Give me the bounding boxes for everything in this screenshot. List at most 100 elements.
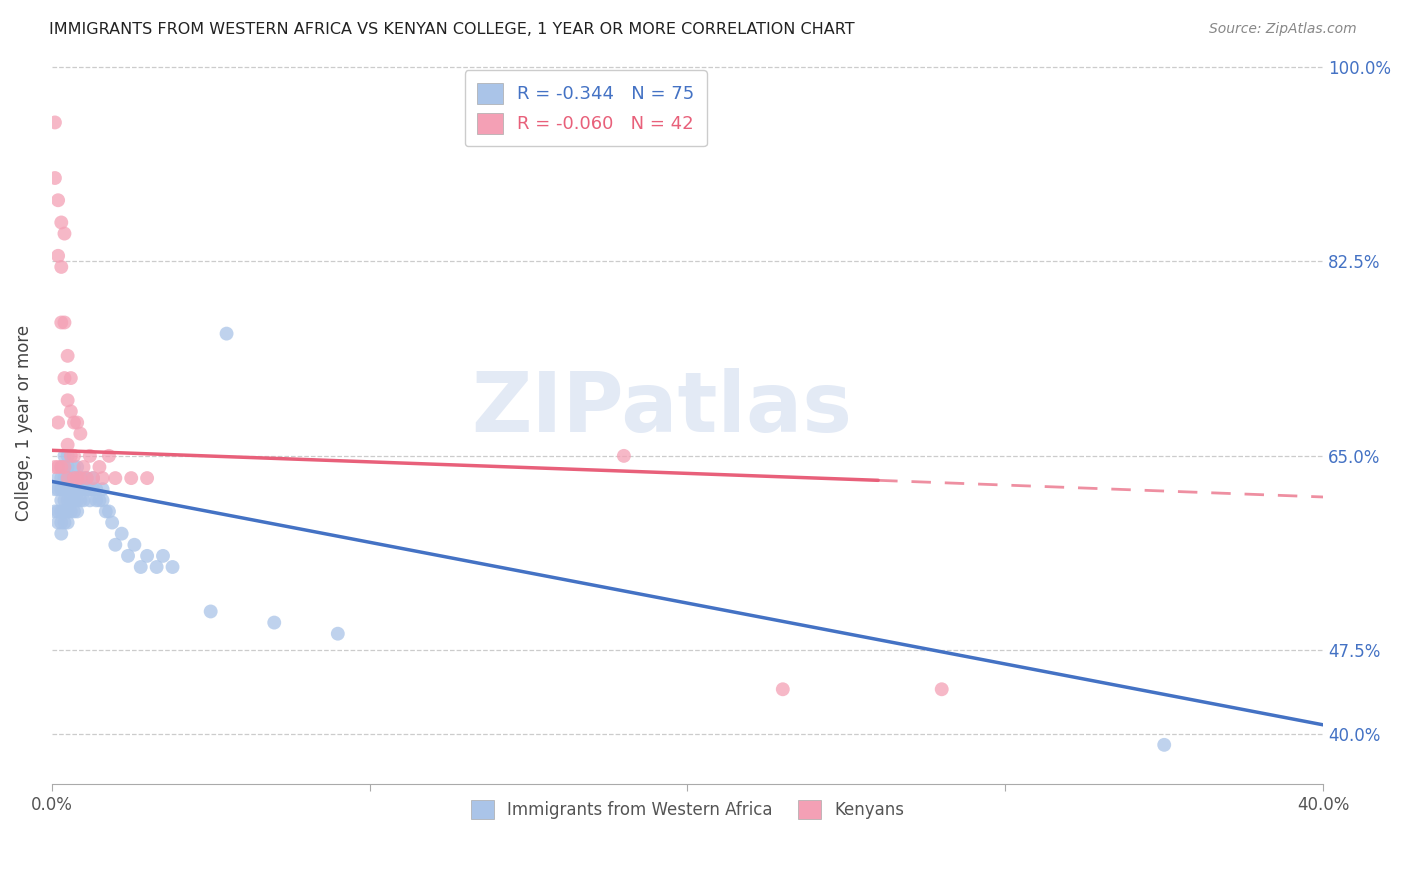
Point [53, 460, 76, 475]
Point [82, 471, 104, 485]
Point [51, 526, 73, 541]
Point [51, 504, 73, 518]
Point [69, 471, 91, 485]
Point [46, 249, 69, 263]
Point [82, 471, 104, 485]
Point [53, 316, 76, 330]
Point [66, 471, 89, 485]
Point [94, 504, 117, 518]
Point [111, 526, 134, 541]
Point [124, 538, 146, 552]
Point [59, 371, 82, 385]
Point [69, 426, 91, 441]
Point [772, 682, 794, 697]
Point [104, 538, 127, 552]
Point [46, 460, 69, 475]
Point [69, 482, 91, 496]
Point [91, 471, 114, 485]
Point [44, 482, 66, 496]
Point [84, 493, 107, 508]
Point [51, 471, 73, 485]
Point [63, 471, 86, 485]
Point [101, 516, 124, 530]
Point [104, 471, 127, 485]
Point [1153, 738, 1175, 752]
Point [66, 471, 89, 485]
Point [51, 316, 73, 330]
Point [53, 227, 76, 241]
Point [56, 438, 79, 452]
Point [91, 482, 114, 496]
Point [63, 471, 86, 485]
Point [66, 504, 89, 518]
Point [53, 516, 76, 530]
Point [59, 493, 82, 508]
Point [63, 504, 86, 518]
Point [136, 471, 159, 485]
Point [89, 493, 111, 508]
Point [76, 482, 98, 496]
Point [56, 504, 79, 518]
Point [56, 493, 79, 508]
Point [162, 560, 184, 574]
Point [56, 393, 79, 408]
Point [613, 449, 636, 463]
Point [66, 416, 89, 430]
Point [51, 215, 73, 229]
Point [56, 471, 79, 485]
Point [46, 504, 69, 518]
Point [82, 482, 104, 496]
Point [200, 604, 222, 618]
Point [53, 471, 76, 485]
Point [66, 493, 89, 508]
Point [120, 471, 142, 485]
Point [63, 482, 86, 496]
Point [215, 326, 238, 341]
Point [117, 549, 139, 563]
Point [66, 482, 89, 496]
Point [56, 449, 79, 463]
Point [69, 471, 91, 485]
Point [72, 482, 94, 496]
Point [263, 615, 285, 630]
Point [44, 504, 66, 518]
Point [91, 493, 114, 508]
Point [145, 560, 167, 574]
Point [46, 193, 69, 207]
Point [56, 349, 79, 363]
Point [46, 471, 69, 485]
Point [63, 493, 86, 508]
Point [63, 449, 86, 463]
Point [79, 482, 101, 496]
Text: ZIPatlas: ZIPatlas [471, 368, 852, 449]
Point [152, 549, 174, 563]
Point [66, 460, 89, 475]
Point [72, 460, 94, 475]
Point [72, 493, 94, 508]
Point [51, 516, 73, 530]
Legend: Immigrants from Western Africa, Kenyans: Immigrants from Western Africa, Kenyans [464, 793, 911, 826]
Point [59, 449, 82, 463]
Point [76, 471, 98, 485]
Text: Source: ZipAtlas.com: Source: ZipAtlas.com [1209, 22, 1357, 37]
Point [59, 404, 82, 418]
Point [59, 471, 82, 485]
Point [51, 460, 73, 475]
Point [97, 504, 120, 518]
Point [63, 416, 86, 430]
Point [69, 493, 91, 508]
Point [56, 516, 79, 530]
Point [44, 460, 66, 475]
Point [79, 493, 101, 508]
Point [63, 460, 86, 475]
Point [44, 115, 66, 129]
Point [51, 460, 73, 475]
Point [46, 416, 69, 430]
Point [46, 516, 69, 530]
Point [89, 460, 111, 475]
Point [53, 371, 76, 385]
Point [136, 549, 159, 563]
Text: IMMIGRANTS FROM WESTERN AFRICA VS KENYAN COLLEGE, 1 YEAR OR MORE CORRELATION CHA: IMMIGRANTS FROM WESTERN AFRICA VS KENYAN… [49, 22, 855, 37]
Point [53, 449, 76, 463]
Point [97, 449, 120, 463]
